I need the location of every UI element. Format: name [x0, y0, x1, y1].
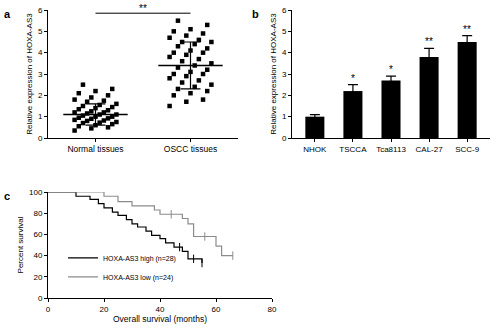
- svg-text:Relative expression of HOXA-AS: Relative expression of HOXA-AS3: [269, 13, 278, 135]
- svg-text:80: 80: [33, 209, 42, 218]
- svg-text:1: 1: [282, 112, 287, 121]
- svg-text:*: *: [389, 64, 393, 75]
- svg-text:40: 40: [156, 305, 165, 314]
- svg-text:c: c: [4, 190, 10, 202]
- svg-text:40: 40: [33, 251, 42, 260]
- svg-text:2: 2: [282, 91, 287, 100]
- svg-text:a: a: [4, 8, 11, 20]
- svg-text:5: 5: [38, 27, 43, 36]
- svg-text:6: 6: [38, 6, 43, 15]
- svg-text:0: 0: [282, 134, 287, 143]
- svg-text:OSCC tissues: OSCC tissues: [164, 144, 217, 154]
- svg-text:*: *: [351, 73, 355, 84]
- svg-text:HOXA-AS3 high (n=28): HOXA-AS3 high (n=28): [103, 255, 176, 263]
- svg-text:4: 4: [282, 48, 287, 57]
- svg-text:2: 2: [38, 91, 43, 100]
- svg-text:0: 0: [38, 134, 43, 143]
- svg-text:60: 60: [33, 230, 42, 239]
- svg-text:3: 3: [38, 70, 43, 79]
- svg-text:NHOK: NHOK: [303, 145, 327, 154]
- svg-text:Overall survival (months): Overall survival (months): [113, 314, 207, 324]
- svg-text:HOXA-AS3 low (n=24): HOXA-AS3 low (n=24): [103, 274, 173, 282]
- svg-text:100: 100: [29, 188, 43, 197]
- svg-text:**: **: [425, 36, 433, 47]
- svg-text:TSCCA: TSCCA: [339, 145, 367, 154]
- svg-text:1: 1: [38, 112, 43, 121]
- svg-text:20: 20: [33, 273, 42, 282]
- svg-text:60: 60: [212, 305, 221, 314]
- svg-text:20: 20: [100, 305, 109, 314]
- svg-text:0: 0: [46, 305, 51, 314]
- svg-text:b: b: [252, 8, 259, 20]
- svg-text:**: **: [139, 3, 147, 14]
- svg-text:0: 0: [38, 294, 43, 303]
- svg-text:3: 3: [282, 70, 287, 79]
- svg-text:5: 5: [282, 27, 287, 36]
- svg-text:Percent survival: Percent survival: [16, 216, 25, 273]
- svg-text:6: 6: [282, 6, 287, 15]
- svg-text:Relative expression of HOXA-AS: Relative expression of HOXA-AS3: [25, 13, 34, 135]
- svg-text:CAL-27: CAL-27: [416, 145, 444, 154]
- svg-text:Tca8113: Tca8113: [376, 145, 406, 154]
- svg-text:Normal tissues: Normal tissues: [67, 144, 123, 154]
- svg-text:SCC-9: SCC-9: [455, 145, 480, 154]
- svg-text:4: 4: [38, 48, 43, 57]
- svg-text:**: **: [463, 24, 471, 35]
- svg-text:80: 80: [268, 305, 277, 314]
